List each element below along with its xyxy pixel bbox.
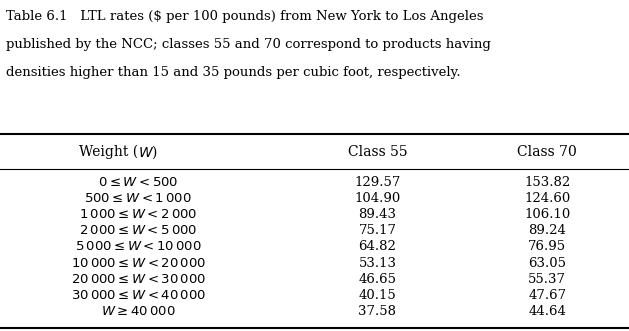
- Text: Weight (: Weight (: [79, 145, 138, 160]
- Text: 129.57: 129.57: [354, 175, 401, 189]
- Text: 40.15: 40.15: [359, 289, 396, 302]
- Text: $W$): $W$): [138, 143, 159, 161]
- Text: $W \geq 40\,000$: $W \geq 40\,000$: [101, 305, 175, 318]
- Text: 53.13: 53.13: [359, 257, 396, 270]
- Text: 63.05: 63.05: [528, 257, 566, 270]
- Text: 55.37: 55.37: [528, 273, 566, 286]
- Text: 89.43: 89.43: [359, 208, 396, 221]
- Text: $10\,000 \leq W < 20\,000$: $10\,000 \leq W < 20\,000$: [70, 257, 206, 270]
- Text: 46.65: 46.65: [359, 273, 396, 286]
- Text: 124.60: 124.60: [524, 192, 571, 205]
- Text: 153.82: 153.82: [524, 175, 571, 189]
- Text: $500 \leq W < 1\,000$: $500 \leq W < 1\,000$: [84, 192, 192, 205]
- Text: Table 6.1   LTL rates ($ per 100 pounds) from New York to Los Angeles: Table 6.1 LTL rates ($ per 100 pounds) f…: [6, 10, 484, 23]
- Text: 106.10: 106.10: [524, 208, 571, 221]
- Text: 64.82: 64.82: [359, 240, 396, 254]
- Text: $20\,000 \leq W < 30\,000$: $20\,000 \leq W < 30\,000$: [70, 273, 206, 286]
- Text: $0 \leq W < 500$: $0 \leq W < 500$: [98, 175, 179, 189]
- Text: $1\,000 \leq W < 2\,000$: $1\,000 \leq W < 2\,000$: [79, 208, 198, 221]
- Text: $5\,000 \leq W < 10\,000$: $5\,000 \leq W < 10\,000$: [75, 240, 202, 254]
- Text: $2\,000 \leq W < 5\,000$: $2\,000 \leq W < 5\,000$: [79, 224, 198, 237]
- Text: 89.24: 89.24: [528, 224, 566, 237]
- Text: 75.17: 75.17: [359, 224, 396, 237]
- Text: $30\,000 \leq W < 40\,000$: $30\,000 \leq W < 40\,000$: [70, 289, 206, 302]
- Text: densities higher than 15 and 35 pounds per cubic foot, respectively.: densities higher than 15 and 35 pounds p…: [6, 66, 461, 79]
- Text: Class 70: Class 70: [518, 145, 577, 159]
- Text: Class 55: Class 55: [348, 145, 407, 159]
- Text: 76.95: 76.95: [528, 240, 566, 254]
- Text: 44.64: 44.64: [528, 305, 566, 318]
- Text: 104.90: 104.90: [354, 192, 401, 205]
- Text: 47.67: 47.67: [528, 289, 566, 302]
- Text: published by the NCC; classes 55 and 70 correspond to products having: published by the NCC; classes 55 and 70 …: [6, 38, 491, 51]
- Text: 37.58: 37.58: [359, 305, 396, 318]
